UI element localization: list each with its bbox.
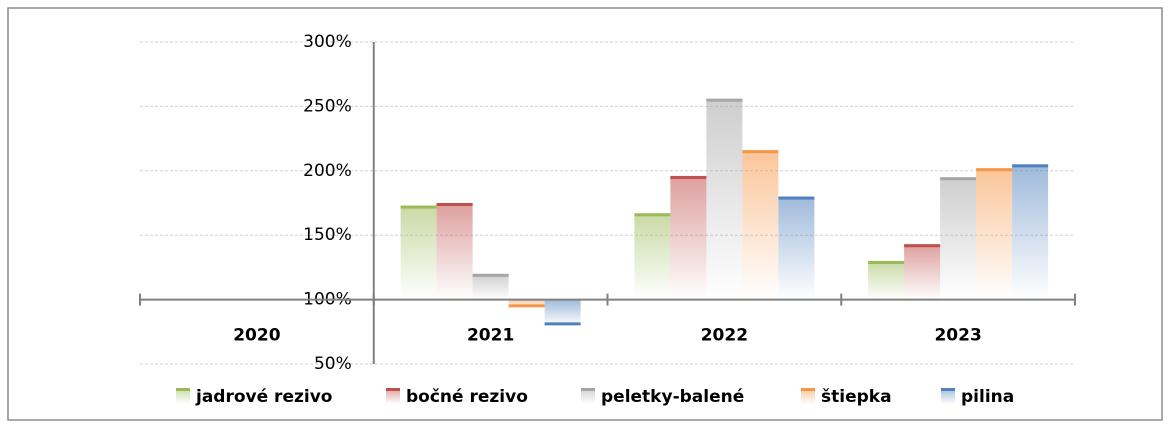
- legend-swatch: [386, 388, 400, 404]
- bar-edge: [976, 168, 1013, 172]
- bar-edge: [706, 98, 743, 102]
- bar: [742, 150, 779, 300]
- x-tick-label: 2023: [934, 326, 981, 346]
- bar: [1012, 164, 1049, 300]
- bar-edge: [1012, 164, 1049, 168]
- legend-swatch: [801, 388, 815, 404]
- bar: [670, 175, 707, 300]
- bar-edge: [868, 260, 905, 264]
- legend-swatch: [581, 388, 595, 404]
- bar-edge: [472, 273, 509, 277]
- bar: [634, 213, 671, 300]
- bar-edge: [940, 177, 977, 181]
- legend-label: jadrové rezivo: [195, 387, 332, 407]
- legend-swatch-edge: [801, 388, 815, 391]
- legend-label: pilina: [961, 387, 1014, 407]
- legend-swatch-edge: [941, 388, 955, 391]
- y-tick-label: 50%: [314, 354, 352, 374]
- y-tick-label: 150%: [303, 225, 352, 245]
- bar-edge: [508, 304, 545, 308]
- bar-edge: [436, 203, 473, 206]
- legend-label: peletky-balené: [601, 387, 744, 407]
- x-tick-label: 2021: [467, 326, 514, 346]
- bar: [400, 205, 437, 300]
- bar-edge: [670, 175, 707, 179]
- y-tick-label: 200%: [303, 161, 352, 181]
- bar-edge: [634, 213, 671, 217]
- legend-swatch-edge: [386, 388, 400, 391]
- bar: [436, 203, 473, 300]
- bar-edge: [742, 150, 779, 154]
- bar-edge: [778, 196, 815, 200]
- legend-swatch: [176, 388, 190, 404]
- bar: [904, 244, 941, 300]
- x-tick-label: 2020: [233, 326, 280, 346]
- bar: [778, 196, 815, 300]
- legend-swatch: [941, 388, 955, 404]
- bar: [706, 98, 743, 300]
- y-tick-label: 300%: [303, 32, 352, 52]
- bar: [868, 260, 905, 300]
- x-tick-label: 2022: [701, 326, 748, 346]
- bar: [508, 299, 545, 308]
- bar: [544, 299, 581, 326]
- bar-edge: [904, 244, 941, 248]
- bar: [472, 273, 509, 300]
- bar-edge: [544, 322, 581, 326]
- legend-label: bočné rezivo: [406, 387, 528, 407]
- y-tick-label: 250%: [303, 96, 352, 116]
- legend-swatch-edge: [581, 388, 595, 391]
- legend-swatch-edge: [176, 388, 190, 391]
- bar-edge: [400, 205, 437, 209]
- legend-label: štiepka: [821, 387, 892, 407]
- bar: [976, 168, 1013, 300]
- bar: [940, 177, 977, 300]
